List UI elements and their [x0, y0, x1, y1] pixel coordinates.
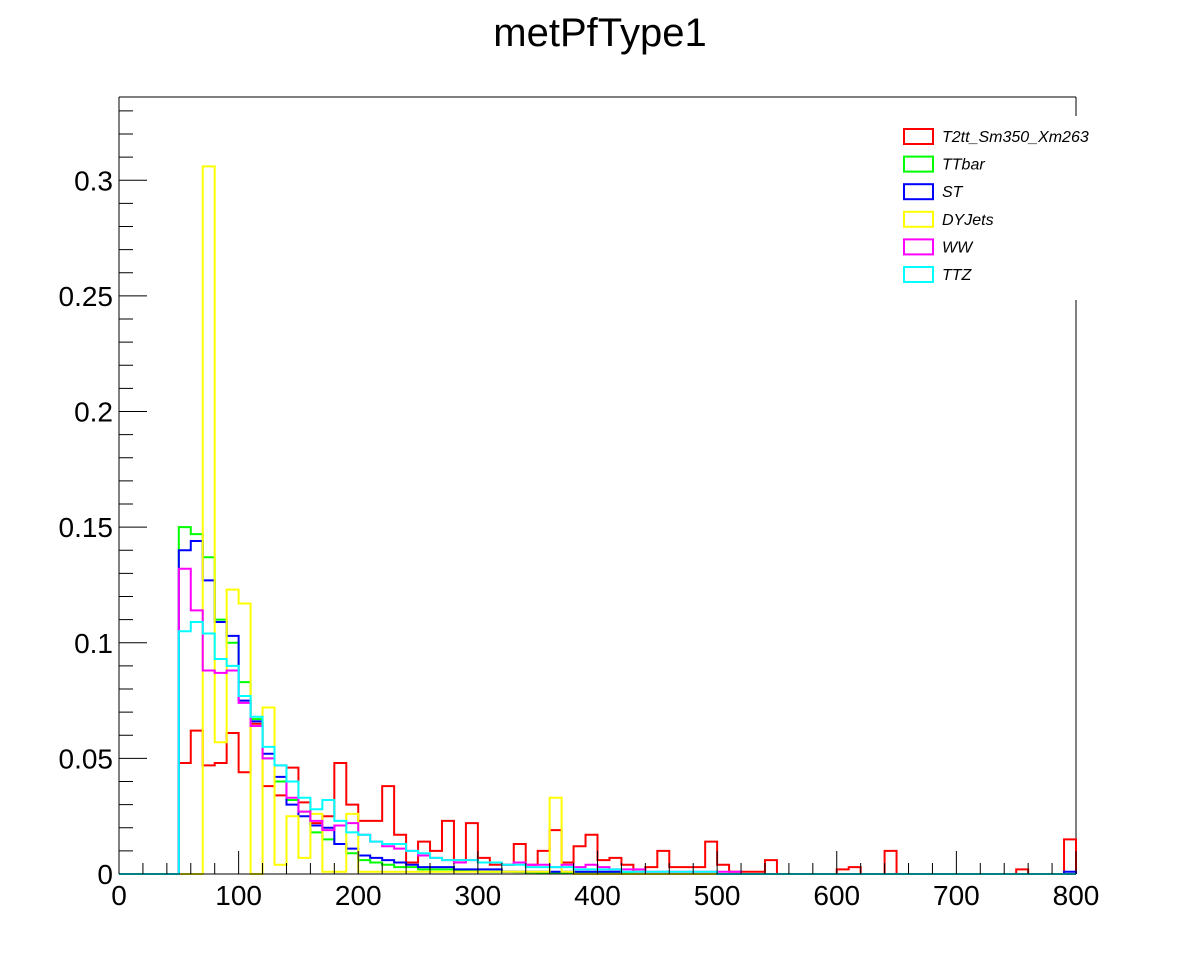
legend-label-5: TTZ [942, 267, 973, 284]
legend-swatch-1 [903, 155, 934, 173]
x-tick-label: 0 [111, 880, 127, 911]
y-tick-label: 0.3 [74, 165, 113, 196]
legend-label-1: TTbar [942, 157, 985, 174]
x-tick-label: 100 [215, 880, 262, 911]
x-tick-label: 500 [694, 880, 741, 911]
x-tick-label: 300 [455, 880, 502, 911]
legend-swatch-2 [903, 183, 934, 201]
x-tick-label: 700 [933, 880, 980, 911]
legend-label-2: ST [942, 184, 964, 201]
legend-swatch-0 [903, 128, 934, 145]
y-tick-label: 0.2 [74, 397, 113, 428]
y-tick-label: 0.25 [59, 281, 114, 312]
y-tick-label: 0.1 [74, 628, 113, 659]
x-tick-label: 200 [335, 880, 382, 911]
legend-label-0: T2tt_Sm350_Xm263 [942, 129, 1089, 146]
legend-swatch-3 [903, 210, 934, 228]
x-tick-label: 800 [1053, 880, 1100, 911]
legend-swatch-4 [903, 238, 934, 256]
y-tick-label: 0 [97, 859, 113, 890]
legend-box [897, 116, 1087, 300]
legend-label-3: DYJets [942, 212, 994, 229]
legend: T2tt_Sm350_Xm263 TTbar ST DYJets WW TTZ [897, 116, 1089, 300]
x-tick-label: 600 [813, 880, 860, 911]
axes-layer: 0 100 200 300 400 500 600 700 800 0 0.05 0.1 0.15 0.2… [59, 97, 1100, 911]
chart-title: metPfType1 [493, 11, 706, 55]
y-tick-label: 0.05 [59, 743, 114, 774]
y-tick-label: 0.15 [59, 512, 114, 543]
x-tick-label: 400 [574, 880, 621, 911]
legend-label-4: WW [942, 239, 974, 256]
legend-swatch-5 [903, 266, 934, 283]
